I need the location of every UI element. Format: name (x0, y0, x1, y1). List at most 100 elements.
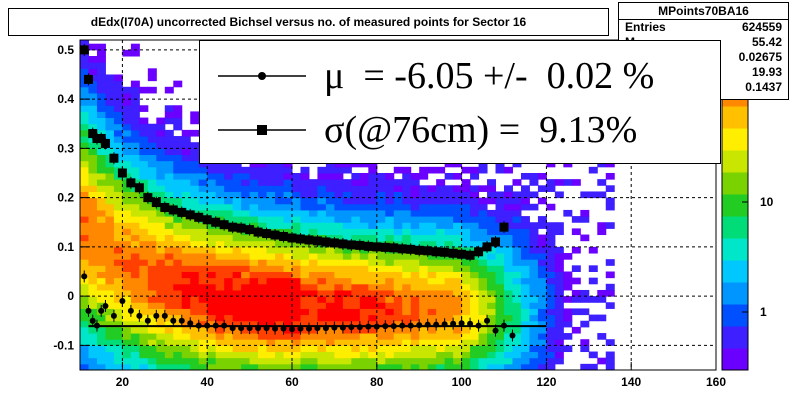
heatmap-cell (181, 148, 191, 156)
heatmap-cell (139, 271, 149, 279)
heatmap-cell (130, 49, 140, 57)
heatmap-cell (546, 326, 556, 334)
heatmap-cell (359, 179, 369, 186)
heatmap-cell (453, 222, 463, 229)
heatmap-cell (436, 308, 446, 316)
heatmap-cell (249, 357, 259, 365)
heatmap-cell (190, 197, 200, 205)
heatmap-cell (342, 314, 352, 322)
heatmap-cell (130, 289, 140, 297)
heatmap-cell (342, 253, 352, 260)
heatmap-cell (368, 203, 378, 211)
heatmap-cell (156, 142, 166, 149)
heatmap-cell (317, 308, 327, 316)
heatmap-cell (605, 172, 615, 180)
heatmap-cell (164, 197, 174, 205)
sigma-point (168, 205, 178, 215)
heatmap-cell (419, 185, 429, 192)
heatmap-cell (512, 308, 522, 316)
heatmap-cell (342, 296, 352, 303)
heatmap-cell (308, 253, 318, 260)
heatmap-cell (139, 86, 149, 94)
heatmap-cell (419, 326, 429, 334)
heatmap-cell (249, 333, 259, 340)
heatmap-cell (283, 363, 293, 370)
heatmap-cell (461, 326, 471, 334)
heatmap-cell (88, 203, 98, 211)
heatmap-cell (325, 326, 335, 334)
heatmap-cell (130, 302, 140, 309)
heatmap-cell (419, 259, 429, 266)
heatmap-cell (88, 99, 98, 106)
heatmap-cell (385, 277, 395, 285)
heatmap-cell (436, 234, 446, 242)
heatmap-cell (605, 185, 615, 192)
heatmap-cell (334, 191, 344, 199)
color-scale-swatch (722, 282, 748, 305)
heatmap-cell (258, 296, 268, 303)
heatmap-cell (147, 351, 157, 359)
heatmap-cell (342, 308, 352, 316)
heatmap-cell (351, 314, 361, 322)
heatmap-cell (436, 277, 446, 285)
heatmap-cell (164, 111, 174, 119)
heatmap-cell (334, 259, 344, 266)
heatmap-cell (275, 246, 285, 254)
heatmap-cell (224, 240, 234, 248)
heatmap-cell (393, 271, 403, 279)
heatmap-cell (588, 265, 598, 272)
heatmap-cell (376, 191, 386, 199)
heatmap-cell (410, 314, 420, 322)
heatmap-cell (113, 136, 123, 143)
heatmap-cell (376, 234, 386, 242)
heatmap-cell (520, 314, 530, 322)
heatmap-cell (402, 234, 412, 242)
heatmap-cell (105, 123, 115, 131)
heatmap-cell (436, 265, 446, 272)
heatmap-cell (342, 234, 352, 242)
heatmap-cell (113, 271, 123, 279)
heatmap-cell (147, 308, 157, 316)
heatmap-cell (444, 320, 454, 328)
heatmap-cell (105, 166, 115, 174)
heatmap-cell (96, 43, 106, 51)
heatmap-cell (529, 172, 539, 180)
heatmap-cell (571, 265, 581, 272)
heatmap-cell (537, 351, 547, 359)
heatmap-cell (96, 345, 106, 353)
heatmap-cell (88, 363, 98, 370)
heatmap-cell (207, 357, 217, 365)
heatmap-cell (105, 253, 115, 260)
heatmap-cell (308, 289, 318, 297)
heatmap-cell (147, 74, 157, 82)
heatmap-cell (325, 271, 335, 279)
heatmap-cell (546, 314, 556, 322)
heatmap-cell (139, 357, 149, 365)
heatmap-cell (96, 246, 106, 254)
heatmap-cell (232, 351, 242, 359)
heatmap-cell (537, 234, 547, 242)
heatmap-cell (122, 111, 132, 119)
y-axis: -0.100.10.20.30.40.5 (53, 43, 90, 352)
heatmap-cell (453, 339, 463, 346)
heatmap-cell (376, 283, 386, 291)
heatmap-cell (80, 166, 89, 174)
heatmap-cell (156, 314, 166, 322)
heatmap-cell (487, 320, 497, 328)
heatmap-cell (283, 172, 293, 180)
heatmap-cell (198, 314, 208, 322)
heatmap-cell (436, 271, 446, 279)
heatmap-cell (342, 209, 352, 217)
mu-point (339, 324, 346, 331)
heatmap-cell (215, 185, 225, 192)
heatmap-cell (461, 259, 471, 266)
heatmap-cell (393, 333, 403, 340)
heatmap-cell (96, 62, 106, 69)
heatmap-cell (520, 339, 530, 346)
heatmap-cell (181, 191, 191, 199)
heatmap-cell (113, 74, 123, 82)
heatmap-cell (580, 191, 590, 199)
heatmap-cell (359, 222, 369, 229)
heatmap-cell (308, 271, 318, 279)
heatmap-cell (529, 345, 539, 353)
